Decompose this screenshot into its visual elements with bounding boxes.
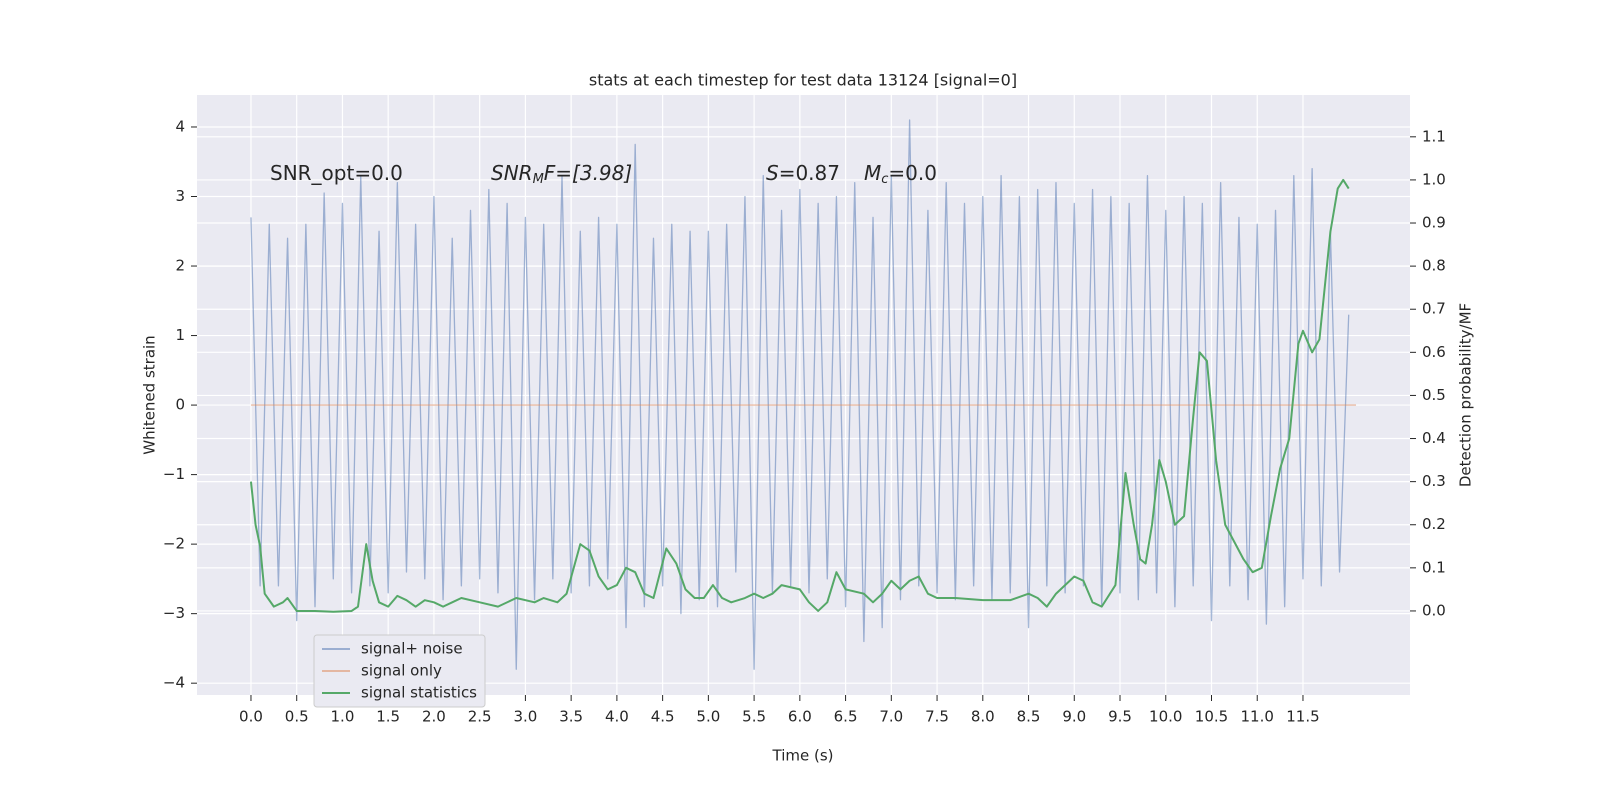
x-tick-label: 4.5 [651,708,675,726]
annotation: SNRMF=[3.98] [491,161,632,187]
x-tick-label: 2.0 [422,708,446,726]
legend-label: signal+ noise [361,640,463,658]
marks [249,119,1357,670]
series-line [250,119,1350,670]
y-tick-label: −2 [163,535,185,553]
y2-tick-label: 0.9 [1422,214,1446,232]
x-tick-label: 5.5 [742,708,766,726]
x-tick-label: 9.0 [1062,708,1086,726]
x-tick-label: 10.5 [1195,708,1228,726]
x-tick-label: 3.0 [513,708,537,726]
x-tick-label: 4.0 [605,708,629,726]
x-tick-label: 0.0 [239,708,263,726]
x-tick-label: 11.5 [1286,708,1319,726]
y2-tick-label: 0.3 [1422,472,1446,490]
y2-tick-label: 0.5 [1422,386,1446,404]
x-tick-label: 8.0 [971,708,995,726]
x-tick-label: 2.5 [468,708,492,726]
y2-tick-label: 0.7 [1422,300,1446,318]
annotation-text: =0.0 [888,161,937,185]
y2-tick-label: 0.1 [1422,558,1446,576]
x-tick-label: 7.0 [879,708,903,726]
x-tick-label: 7.5 [925,708,949,726]
annotation-text: c [881,172,888,187]
legend-label: signal statistics [361,684,477,702]
y-axis-label: Whitened strain [141,335,159,454]
annotation-text: M [864,161,881,185]
annotation-text: SNR_opt=0.0 [270,161,403,185]
y-tick-label: 3 [175,187,185,205]
legend-label: signal only [361,662,442,680]
x-axis-label: Time (s) [772,747,834,765]
y2-tick-label: 0.8 [1422,257,1446,275]
y-tick-label: 4 [175,117,185,135]
x-tick-label: 8.5 [1017,708,1041,726]
y2-tick-label: 1.1 [1422,127,1446,145]
y2-axis-label: Detection probability/MF [1457,303,1475,487]
y-tick-label: −3 [163,604,185,622]
legend: signal+ noise signal only signal statistic… [313,634,486,708]
x-tick-label: 6.5 [834,708,858,726]
x-tick-label: 1.5 [376,708,400,726]
annotation-text: SNR [491,161,533,185]
annotation-text: =0.87 [779,161,840,185]
x-tick-label: 11.0 [1241,708,1274,726]
annotation-text: M [533,172,544,187]
y-tick-label: 0 [175,396,185,414]
annotation-text: S [766,161,779,185]
y2-tick-label: 0.6 [1422,343,1446,361]
y-tick-label: −1 [163,465,185,483]
x-tick-label: 6.0 [788,708,812,726]
grid [197,95,1410,695]
y-tick-label: −4 [163,674,185,692]
y2-tick-label: 0.2 [1422,515,1446,533]
y-tick-label: 2 [175,257,185,275]
axes: 0.0 0.5 1.0 1.5 2.0 2.5 3.0 3.5 4.0 4.5 5.0 5.5 6.0 6… [163,117,1446,725]
annotation: S=0.87 Mc=0.0 [766,161,937,187]
y2-tick-label: 0.0 [1422,601,1446,619]
y-tick-label: 1 [175,326,185,344]
annotation: SNR_opt=0.0 [270,161,403,185]
x-tick-label: 0.5 [285,708,309,726]
x-tick-label: 3.5 [559,708,583,726]
legend-box [313,634,486,708]
series-line [249,178,1350,613]
annotation-text: F=[3.98] [544,161,632,185]
x-tick-label: 5.0 [696,708,720,726]
x-tick-label: 9.5 [1108,708,1132,726]
x-tick-label: 10.0 [1149,708,1182,726]
x-tick-label: 1.0 [331,708,355,726]
y2-tick-label: 0.4 [1422,429,1446,447]
chart-title: stats at each timestep for test data 131… [589,71,1017,90]
y2-tick-label: 1.0 [1422,170,1446,188]
